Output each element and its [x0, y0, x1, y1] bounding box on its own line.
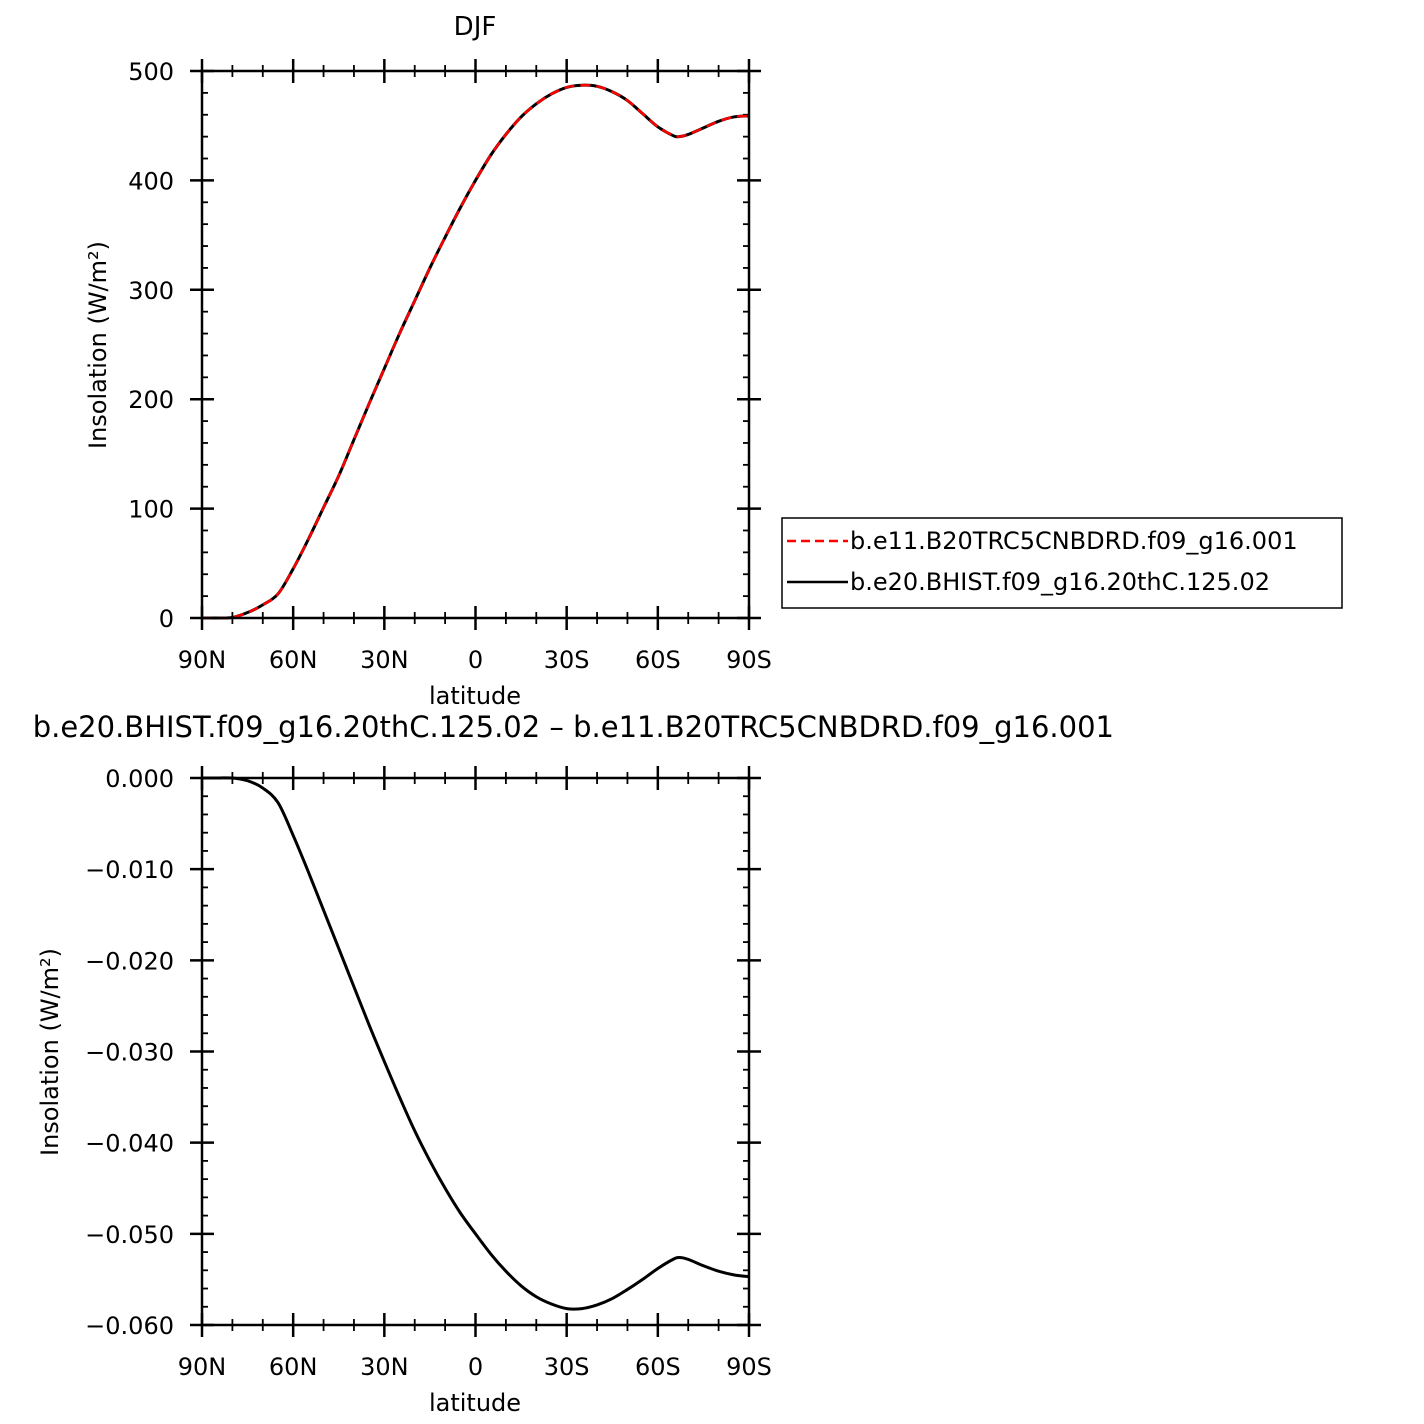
top-y-tick-label: 200: [128, 386, 174, 414]
top-y-tick-label: 100: [128, 496, 174, 524]
top-x-tick-label: 60S: [635, 646, 681, 674]
top-series-line-black: [201, 83, 750, 620]
legend-box: [781, 517, 1343, 609]
bottom-y-tick-label: −0.050: [85, 1221, 174, 1249]
bottom-y-tick-label: −0.040: [85, 1130, 174, 1158]
top-tick-labels: 90N 60N 30N 0 30S 60S 90S 0 100 200 300 400 500: [128, 58, 772, 674]
bottom-x-tick-label: 60N: [269, 1353, 318, 1381]
top-ticks: [190, 59, 761, 630]
bottom-chart-title: b.e20.BHIST.f09_g16.20thC.125.02 – b.e11…: [33, 710, 1114, 744]
bottom-tick-labels: 90N 60N 30N 0 30S 60S 90S 0.000 −0.010 −0.020 −0.0…: [85, 765, 772, 1381]
top-x-tick-label: 0: [468, 646, 483, 674]
top-x-tick-label: 90N: [178, 646, 227, 674]
top-chart-title: DJF: [454, 12, 497, 42]
bottom-y-axis-label: Insolation (W/m²): [36, 948, 64, 1156]
top-y-axis-label: Insolation (W/m²): [84, 241, 112, 449]
bottom-y-tick-label: −0.020: [85, 947, 174, 975]
bottom-x-tick-label: 90N: [178, 1353, 227, 1381]
top-x-tick-label: 90S: [726, 646, 772, 674]
top-y-tick-label: 400: [128, 167, 174, 195]
top-y-tick-label: 300: [128, 277, 174, 305]
bottom-x-tick-label: 90S: [726, 1353, 772, 1381]
top-x-axis-label: latitude: [429, 682, 521, 710]
legend: b.e11.B20TRC5CNBDRD.f09_g16.001 b.e20.BH…: [781, 517, 1343, 609]
bottom-panel: b.e20.BHIST.f09_g16.20thC.125.02 – b.e11…: [33, 710, 1114, 1417]
bottom-series-line-black: [202, 776, 750, 1311]
bottom-x-tick-label: 30S: [544, 1353, 590, 1381]
bottom-x-tick-label: 60S: [635, 1353, 681, 1381]
bottom-x-tick-label: 30N: [360, 1353, 409, 1381]
legend-entry-2: b.e20.BHIST.f09_g16.20thC.125.02: [850, 568, 1270, 596]
top-x-tick-label: 60N: [269, 646, 318, 674]
top-x-tick-label: 30N: [360, 646, 409, 674]
legend-entry-1: b.e11.B20TRC5CNBDRD.f09_g16.001: [850, 527, 1298, 555]
top-series-line-red-dashed: [201, 83, 750, 620]
top-y-tick-label: 500: [128, 58, 174, 86]
top-plot-frame: [200, 69, 751, 620]
bottom-y-tick-label: −0.010: [85, 856, 174, 884]
top-x-tick-label: 30S: [544, 646, 590, 674]
bottom-x-axis-label: latitude: [429, 1389, 521, 1417]
top-y-tick-label: 0: [159, 605, 174, 633]
bottom-y-tick-label: −0.060: [85, 1312, 174, 1340]
top-panel: DJF 90N 60N 30N 0 30S 60S 90S0100200300400500 …: [84, 12, 1343, 710]
bottom-y-tick-label: −0.030: [85, 1039, 174, 1067]
bottom-ticks: [190, 766, 761, 1337]
bottom-plot-frame: [200, 776, 751, 1327]
bottom-y-tick-label: 0.000: [105, 765, 174, 793]
bottom-x-tick-label: 0: [468, 1353, 483, 1381]
